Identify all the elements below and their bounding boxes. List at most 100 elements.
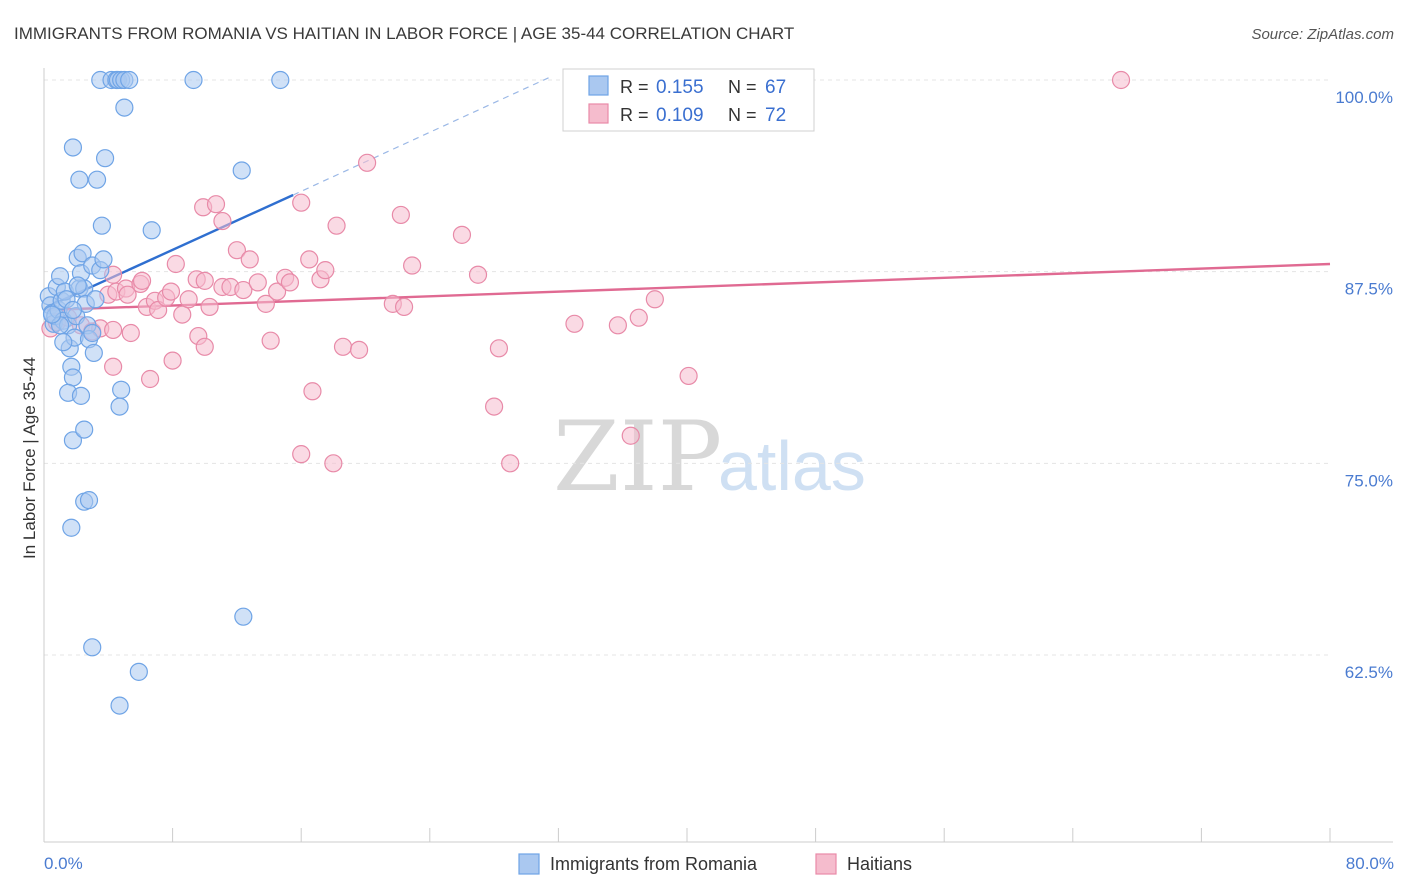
point-romania-62 bbox=[84, 343, 103, 363]
point-romania-63 bbox=[83, 323, 102, 343]
point-haitians-48 bbox=[403, 256, 422, 275]
point-romania-31 bbox=[71, 386, 91, 405]
point-romania-64 bbox=[63, 300, 83, 320]
point-romania-61 bbox=[42, 305, 62, 324]
point-haitians-24 bbox=[227, 241, 246, 260]
point-romania-59 bbox=[234, 607, 253, 626]
point-haitians-27 bbox=[248, 273, 267, 292]
point-haitians-69 bbox=[621, 426, 640, 445]
watermark-zip: ZIP bbox=[553, 401, 722, 513]
point-haitians-36 bbox=[132, 271, 152, 290]
point-haitians-34 bbox=[316, 261, 335, 280]
x-tick-label-max: 80.0% bbox=[1346, 854, 1394, 873]
point-romania-21 bbox=[73, 244, 92, 263]
point-romania-32 bbox=[63, 431, 83, 450]
bottom-legend: Immigrants from Romania Haitians bbox=[518, 853, 912, 875]
chart-source: Source: ZipAtlas.com bbox=[1251, 26, 1394, 43]
point-haitians-18 bbox=[179, 290, 198, 309]
point-haitians-52 bbox=[629, 308, 648, 327]
y-tick-label-2: 87.5% bbox=[1345, 280, 1393, 299]
point-haitians-43 bbox=[358, 153, 377, 172]
y-tick-label-0: 62.5% bbox=[1345, 663, 1393, 682]
legend-n-value-romania: 67 bbox=[765, 77, 786, 98]
point-romania-56 bbox=[83, 638, 102, 657]
point-haitians-9 bbox=[121, 323, 140, 343]
point-romania-54 bbox=[184, 70, 203, 90]
point-haitians-66 bbox=[292, 445, 311, 464]
point-haitians-40 bbox=[213, 211, 232, 231]
point-haitians-21 bbox=[200, 297, 219, 317]
point-haitians-63 bbox=[104, 357, 123, 376]
point-romania-43 bbox=[92, 216, 111, 235]
point-haitians-49 bbox=[468, 265, 488, 284]
point-haitians-37 bbox=[166, 254, 185, 274]
point-romania-37 bbox=[112, 380, 131, 399]
trend-line-extension-0 bbox=[292, 76, 551, 196]
legend-r-value-haitians: 0.109 bbox=[656, 105, 704, 126]
point-haitians-51 bbox=[608, 316, 627, 335]
point-haitians-31 bbox=[280, 273, 300, 292]
point-haitians-29 bbox=[267, 282, 287, 301]
y-tick-label-1: 75.0% bbox=[1345, 471, 1393, 490]
point-haitians-45 bbox=[452, 225, 472, 244]
point-romania-58 bbox=[110, 696, 129, 715]
point-haitians-47 bbox=[394, 297, 414, 317]
point-haitians-56 bbox=[333, 337, 353, 356]
point-haitians-61 bbox=[163, 351, 182, 370]
watermark: ZIP atlas bbox=[553, 401, 866, 513]
x-tick-label-min: 0.0% bbox=[44, 854, 83, 873]
point-haitians-10 bbox=[118, 285, 137, 304]
y-axis-label: In Labor Force | Age 35-44 bbox=[20, 357, 39, 559]
point-haitians-17 bbox=[173, 305, 192, 324]
y-tick-labels: 62.5% 75.0% 87.5% 100.0% bbox=[1335, 88, 1393, 682]
legend-swatch-haitians bbox=[588, 103, 609, 124]
point-haitians-32 bbox=[300, 250, 319, 269]
point-haitians-25 bbox=[234, 280, 253, 300]
point-romania-42 bbox=[95, 149, 115, 168]
point-romania-29 bbox=[94, 250, 113, 269]
point-haitians-67 bbox=[324, 454, 343, 473]
legend: R = 0.155 N = 67 R = 0.109 N = 72 bbox=[562, 68, 815, 132]
point-romania-39 bbox=[63, 138, 83, 157]
legend-n-label-romania: N = bbox=[728, 77, 757, 97]
point-haitians-41 bbox=[292, 193, 311, 212]
point-haitians-28 bbox=[256, 294, 275, 313]
point-romania-66 bbox=[68, 276, 87, 295]
point-haitians-42 bbox=[327, 216, 346, 235]
point-haitians-68 bbox=[501, 454, 520, 473]
chart-title: IMMIGRANTS FROM ROMANIA VS HAITIAN IN LA… bbox=[14, 24, 794, 43]
legend-n-value-haitians: 72 bbox=[765, 105, 786, 126]
point-romania-53 bbox=[120, 70, 139, 90]
point-haitians-53 bbox=[645, 290, 664, 309]
point-romania-7 bbox=[50, 267, 70, 286]
point-haitians-71 bbox=[104, 320, 123, 340]
point-romania-44 bbox=[142, 221, 161, 240]
point-haitians-58 bbox=[261, 331, 280, 350]
point-haitians-44 bbox=[391, 205, 410, 225]
point-romania-35 bbox=[79, 491, 99, 510]
legend-swatch-romania bbox=[588, 75, 609, 96]
point-romania-27 bbox=[86, 290, 105, 309]
point-romania-15 bbox=[63, 368, 83, 387]
point-haitians-16 bbox=[161, 282, 181, 301]
point-haitians-57 bbox=[349, 340, 369, 359]
point-romania-38 bbox=[110, 397, 129, 416]
point-haitians-54 bbox=[679, 366, 698, 386]
scatter-points bbox=[39, 70, 1131, 715]
point-romania-65 bbox=[54, 333, 73, 352]
bottom-legend-label-romania: Immigrants from Romania bbox=[550, 854, 758, 874]
point-haitians-65 bbox=[485, 397, 504, 416]
legend-n-label-haitians: N = bbox=[728, 105, 757, 125]
point-haitians-64 bbox=[303, 382, 322, 401]
point-romania-55 bbox=[271, 70, 290, 90]
legend-r-value-romania: 0.155 bbox=[656, 77, 704, 98]
point-romania-57 bbox=[129, 662, 148, 681]
point-romania-33 bbox=[75, 420, 94, 439]
point-haitians-62 bbox=[140, 369, 160, 389]
point-haitians-39 bbox=[206, 195, 226, 214]
point-haitians-26 bbox=[240, 250, 259, 269]
point-haitians-60 bbox=[195, 337, 214, 356]
bottom-legend-swatch-romania bbox=[518, 853, 540, 875]
point-romania-40 bbox=[70, 170, 89, 189]
y-tick-label-3: 100.0% bbox=[1335, 88, 1393, 107]
